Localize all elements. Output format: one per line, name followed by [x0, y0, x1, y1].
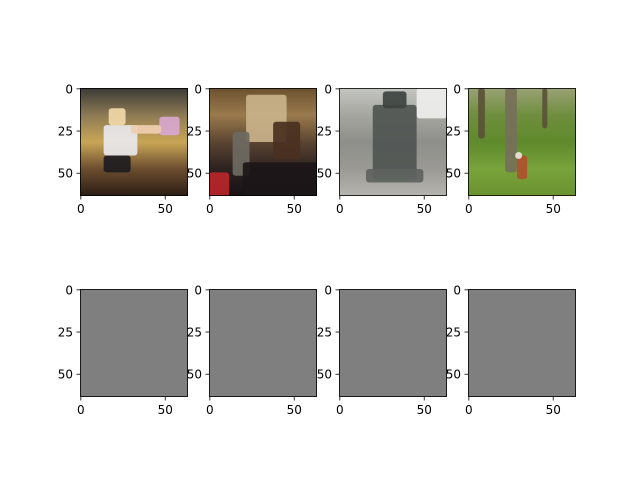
image-volleyball-player	[80, 88, 188, 196]
image-region-player-head	[108, 108, 126, 126]
x-tick-label: 50	[158, 403, 173, 417]
image-region-window	[416, 88, 447, 119]
image-region-white-object	[515, 152, 522, 159]
y-tick-label: 50	[317, 167, 332, 181]
y-tick-label: 25	[58, 326, 73, 340]
subplot-r1-c0: 0 50 0 25 50	[58, 283, 188, 417]
subplot-r0-c3: 0 50 0 25 50	[446, 82, 576, 216]
uniform-image	[339, 289, 447, 397]
image-region-ball	[159, 116, 180, 136]
image-region-tree-trunk	[505, 88, 517, 173]
y-tick-label: 50	[446, 368, 461, 382]
x-tick-label: 50	[287, 403, 302, 417]
x-tick-label: 0	[77, 202, 85, 216]
y-tick-label: 50	[187, 368, 202, 382]
x-tick-label: 0	[465, 403, 473, 417]
x-tick-label: 0	[77, 403, 85, 417]
image-uniform-gray	[80, 289, 188, 397]
y-tick-label: 25	[187, 326, 202, 340]
x-tick-label: 0	[206, 202, 214, 216]
axes-frame	[209, 289, 317, 397]
y-tick-label: 25	[187, 125, 202, 139]
subplot-grid: 0 50 0 25 50 0 50 0 25 50 0 50 0 25 50 0 50 0 25 50 0 50 0 25 50…	[58, 82, 576, 417]
image-church-interior	[209, 88, 317, 196]
y-tick-label: 50	[187, 167, 202, 181]
y-tick-label: 25	[446, 326, 461, 340]
image-region-player-shirt	[103, 125, 138, 156]
image-uniform-gray	[209, 289, 317, 397]
uniform-image	[209, 289, 317, 397]
image-uniform-gray	[339, 289, 447, 397]
y-tick-label: 25	[446, 125, 461, 139]
image-uniform-gray	[468, 289, 576, 397]
image-bronze-bell	[339, 88, 447, 196]
axes-frame	[468, 88, 576, 196]
axes-frame	[80, 88, 188, 196]
axes-frame	[339, 88, 447, 196]
image-region-bell-rim	[366, 169, 424, 183]
image-region-tree-trunk-left	[478, 88, 485, 139]
x-tick-label: 50	[546, 202, 561, 216]
image-region-player-shorts	[103, 155, 131, 173]
y-tick-label: 25	[317, 125, 332, 139]
y-tick-label: 0	[453, 82, 461, 96]
axes-frame	[468, 289, 576, 397]
image-region-altar	[273, 121, 301, 159]
axes-frame	[209, 88, 317, 196]
x-tick-label: 0	[336, 202, 344, 216]
x-tick-label: 50	[158, 202, 173, 216]
image-region-red-object	[516, 155, 528, 180]
image-region-tree-trunk-right	[542, 88, 548, 129]
y-tick-label: 50	[446, 167, 461, 181]
y-tick-label: 50	[317, 368, 332, 382]
image-forest-grass	[468, 88, 576, 196]
image-region-red-cloth	[209, 172, 230, 196]
subplot-r1-c2: 0 50 0 25 50	[317, 283, 447, 417]
subplot-r0-c0: 0 50 0 25 50	[58, 82, 188, 216]
image-region-arms	[130, 125, 161, 134]
x-tick-label: 0	[465, 202, 473, 216]
y-tick-label: 0	[324, 283, 332, 297]
image-region-bell-body	[372, 104, 417, 180]
x-tick-label: 50	[417, 403, 432, 417]
y-tick-label: 0	[65, 82, 73, 96]
axes-frame	[80, 289, 188, 397]
axes-frame	[339, 289, 447, 397]
x-tick-label: 50	[417, 202, 432, 216]
subplot-r0-c1: 0 50 0 25 50	[187, 82, 317, 216]
y-tick-label: 0	[65, 283, 73, 297]
y-tick-label: 50	[58, 167, 73, 181]
subplot-r1-c1: 0 50 0 25 50	[187, 283, 317, 417]
y-tick-label: 0	[453, 283, 461, 297]
y-tick-label: 0	[194, 283, 202, 297]
image-region-dark-pews	[242, 162, 317, 196]
uniform-image	[468, 289, 576, 397]
y-tick-label: 25	[58, 125, 73, 139]
uniform-image	[80, 289, 188, 397]
y-tick-label: 50	[58, 368, 73, 382]
y-tick-label: 25	[317, 326, 332, 340]
x-tick-label: 0	[206, 403, 214, 417]
image-region-bell-top	[382, 91, 407, 109]
subplot-r1-c3: 0 50 0 25 50	[446, 283, 576, 417]
x-tick-label: 0	[336, 403, 344, 417]
x-tick-label: 50	[287, 202, 302, 216]
x-tick-label: 50	[546, 403, 561, 417]
y-tick-label: 0	[324, 82, 332, 96]
y-tick-label: 0	[194, 82, 202, 96]
subplot-r0-c2: 0 50 0 25 50	[317, 82, 447, 216]
